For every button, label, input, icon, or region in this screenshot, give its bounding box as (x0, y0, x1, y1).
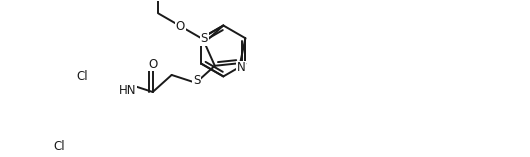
Text: S: S (193, 74, 200, 87)
Text: S: S (201, 32, 208, 45)
Text: Cl: Cl (54, 140, 65, 153)
Text: N: N (236, 61, 245, 74)
Text: HN: HN (118, 84, 136, 97)
Text: O: O (149, 58, 158, 71)
Text: O: O (176, 20, 185, 33)
Text: Cl: Cl (76, 70, 87, 83)
